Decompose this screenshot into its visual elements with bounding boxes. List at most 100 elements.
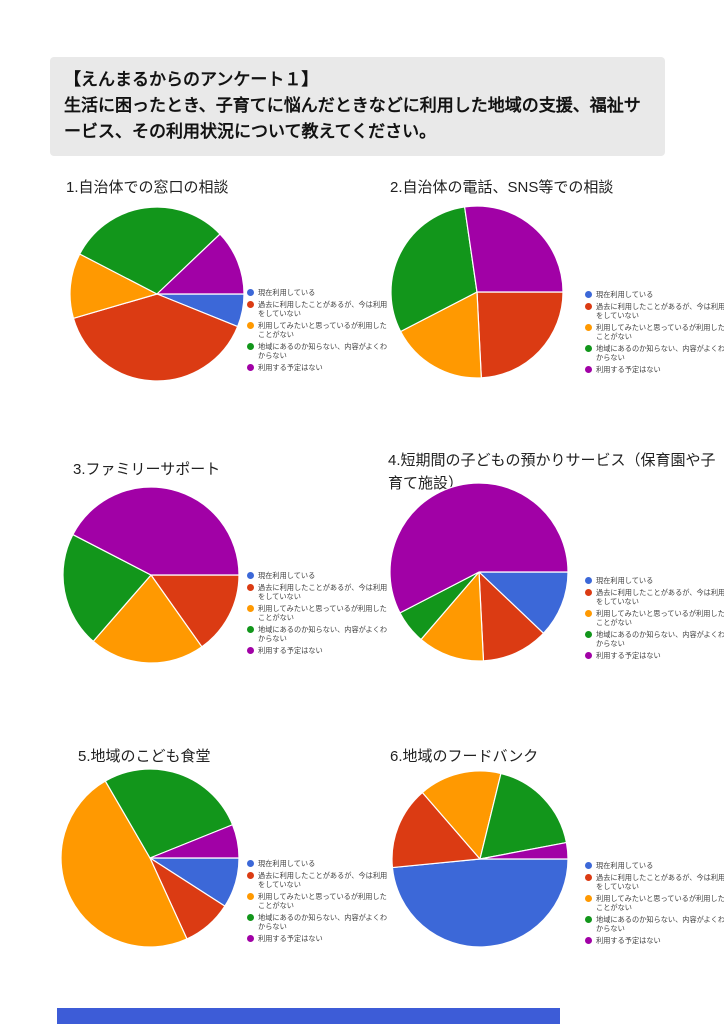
legend-label: 現在利用している <box>596 861 654 870</box>
legend-label: 地域にあるのか知らない、内容がよくわからない <box>258 912 388 932</box>
pie-slice <box>62 533 152 642</box>
legend-item: 過去に利用したことがあるが、今は利用をしていない <box>585 588 724 607</box>
pie-slice <box>72 486 240 576</box>
pie-slice <box>391 791 481 869</box>
legend-item: 利用する予定はない <box>247 646 393 656</box>
legend-dot-icon <box>247 913 254 921</box>
legend-dot-icon <box>247 860 254 867</box>
legend-item: 利用する予定はない <box>585 365 724 375</box>
legend-item: 過去に利用したことがあるが、今は利用をしていない <box>585 873 724 892</box>
chart-title: 2.自治体の電話、SNS等での相談 <box>390 179 614 196</box>
legend-label: 利用してみたいと思っているが利用したことがない <box>258 891 387 911</box>
legend-label: 利用する予定はない <box>596 650 661 660</box>
pie-slice <box>400 291 482 379</box>
legend-item: 利用する予定はない <box>585 651 724 661</box>
legend-item: 利用する予定はない <box>585 936 724 946</box>
chart-title: 4.短期間の子どもの預かりサービス（保育園や子育て施設） <box>388 452 716 492</box>
legend-dot-icon <box>585 915 592 923</box>
chart-legend: 現在利用している過去に利用したことがあるが、今は利用をしていない 利用してみたいと… <box>247 288 393 374</box>
legend-item: 地域にあるのか知らない、内容がよくわからない <box>247 913 393 932</box>
legend-item: 地域にあるのか知らない、内容がよくわからない <box>247 342 393 361</box>
chart-title: 5.地域のこども食堂 <box>78 748 211 765</box>
legend-dot-icon <box>247 342 254 350</box>
legend-label: 地域にあるのか知らない、内容がよくわからない <box>258 341 388 361</box>
pie-slice <box>464 205 564 293</box>
chart-title: 1.自治体での窓口の相談 <box>66 179 229 196</box>
legend-dot-icon <box>247 625 254 633</box>
chart-legend: 現在利用している過去に利用したことがあるが、今は利用をしていない 利用してみたいと… <box>247 571 393 657</box>
pie-slice <box>60 780 188 948</box>
legend-label: 地域にあるのか知らない、内容がよくわからない <box>258 624 388 644</box>
legend-item: 地域にあるのか知らない、内容がよくわからない <box>585 344 724 363</box>
legend-dot-icon <box>585 291 592 298</box>
legend-label: 現在利用している <box>258 859 316 868</box>
legend-item: 地域にあるのか知らない、内容がよくわからない <box>585 630 724 649</box>
legend-label: 利用する予定はない <box>258 645 323 655</box>
legend-item: 現在利用している <box>247 288 393 298</box>
legend-label: 過去に利用したことがあるが、今は利用をしていない <box>596 301 724 321</box>
chart-legend: 現在利用している過去に利用したことがあるが、今は利用をしていない 利用してみたいと… <box>585 290 724 376</box>
legend-item: 利用してみたいと思っているが利用したことがない <box>247 892 393 911</box>
pie-slice <box>150 574 240 648</box>
pie-slice <box>478 571 545 662</box>
legend-item: 地域にあるのか知らない、内容がよくわからない <box>247 625 393 644</box>
pie-chart-3 <box>62 486 240 664</box>
legend-dot-icon <box>247 604 254 612</box>
legend-item: 現在利用している <box>247 859 393 869</box>
legend-item: 過去に利用したことがあるが、今は利用をしていない <box>247 871 393 890</box>
legend-label: 利用する予定はない <box>258 362 323 372</box>
legend-item: 利用してみたいと思っているが利用したことがない <box>247 604 393 623</box>
legend-dot-icon <box>247 871 254 879</box>
pie-chart-5 <box>60 768 240 948</box>
pie-slice <box>479 841 569 860</box>
pie-slice <box>420 571 485 662</box>
legend-label: 現在利用している <box>596 290 654 299</box>
legend-label: 過去に利用したことがあるが、今は利用をしていない <box>258 582 388 602</box>
chart-legend: 現在利用している過去に利用したことがあるが、今は利用をしていない 利用してみたいと… <box>247 859 393 945</box>
legend-dot-icon <box>585 323 592 331</box>
legend-label: 過去に利用したことがあるが、今は利用をしていない <box>258 870 388 890</box>
pie-chart-6 <box>391 770 569 948</box>
pie-slice <box>421 770 502 860</box>
legend-label: 地域にあるのか知らない、内容がよくわからない <box>596 629 724 649</box>
survey-header: 【えんまるからのアンケート１】 生活に困ったとき、子育てに悩んだときなどに利用し… <box>50 57 665 156</box>
legend-dot-icon <box>247 934 254 942</box>
legend-item: 過去に利用したことがあるが、今は利用をしていない <box>247 300 393 319</box>
pie-slice <box>479 772 568 860</box>
legend-label: 現在利用している <box>258 571 316 580</box>
legend-dot-icon <box>585 862 592 869</box>
legend-item: 地域にあるのか知らない、内容がよくわからない <box>585 915 724 934</box>
legend-label: 利用してみたいと思っているが利用したことがない <box>596 893 724 913</box>
legend-item: 現在利用している <box>585 861 724 871</box>
pie-slice <box>92 574 203 664</box>
legend-dot-icon <box>585 894 592 902</box>
legend-dot-icon <box>247 646 254 654</box>
legend-dot-icon <box>247 289 254 296</box>
pie-slice <box>390 206 478 333</box>
legend-dot-icon <box>585 936 592 944</box>
pie-slice <box>104 768 234 859</box>
legend-label: 地域にあるのか知らない、内容がよくわからない <box>596 343 724 363</box>
legend-label: 過去に利用したことがあるが、今は利用をしていない <box>596 587 724 607</box>
legend-item: 現在利用している <box>585 576 724 586</box>
legend-label: 利用してみたいと思っているが利用したことがない <box>596 608 724 628</box>
legend-item: 現在利用している <box>585 290 724 300</box>
legend-label: 利用してみたいと思っているが利用したことがない <box>258 320 387 340</box>
pie-slice <box>79 206 221 295</box>
chart-legend: 現在利用している過去に利用したことがあるが、今は利用をしていない 利用してみたいと… <box>585 861 724 947</box>
legend-item: 利用してみたいと思っているが利用したことがない <box>585 609 724 628</box>
legend-dot-icon <box>247 572 254 579</box>
legend-label: 利用してみたいと思っているが利用したことがない <box>596 322 724 342</box>
chart-title: 6.地域のフードバンク <box>390 748 539 765</box>
pie-slice <box>72 293 239 382</box>
legend-label: 現在利用している <box>258 288 316 297</box>
legend-item: 利用してみたいと思っているが利用したことがない <box>247 321 393 340</box>
pie-slice <box>149 824 240 859</box>
legend-dot-icon <box>585 873 592 881</box>
pie-chart-2 <box>390 205 564 379</box>
pie-slice <box>478 571 569 634</box>
legend-item: 過去に利用したことがあるが、今は利用をしていない <box>247 583 393 602</box>
legend-dot-icon <box>585 588 592 596</box>
legend-label: 利用する予定はない <box>596 935 661 945</box>
